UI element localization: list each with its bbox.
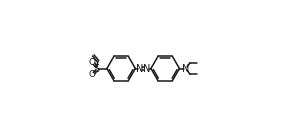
Text: N: N (136, 64, 144, 73)
Text: O: O (89, 70, 96, 79)
Text: N: N (182, 64, 190, 73)
Text: S: S (94, 64, 100, 73)
Text: O: O (89, 58, 96, 67)
Text: N: N (143, 64, 150, 73)
